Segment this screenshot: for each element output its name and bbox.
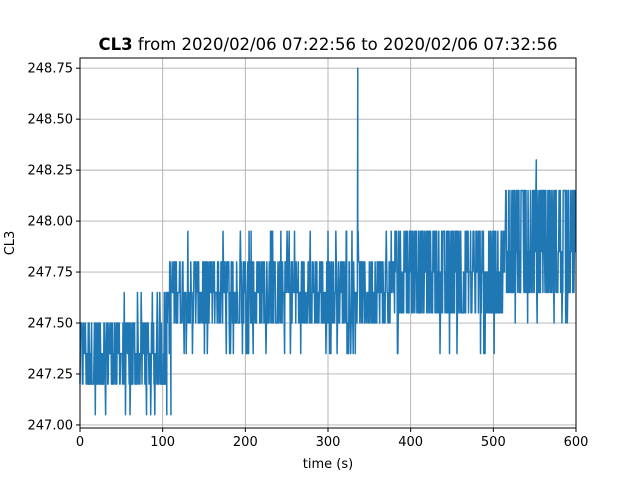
- y-tick-label: 248.50: [28, 113, 74, 128]
- y-axis-label: CL3: [3, 231, 18, 256]
- x-axis-label: time (s): [303, 457, 353, 472]
- plot-area: [79, 67, 577, 416]
- x-tick-label: 100: [150, 435, 175, 450]
- x-tick-label: 600: [564, 435, 589, 450]
- x-tick-label: 300: [316, 435, 341, 450]
- axis-ticks: 0 100 200 300 400 500 600 247.00 247.25 247.50 247…: [28, 62, 589, 450]
- y-tick-label: 247.25: [28, 367, 74, 382]
- y-tick-label: 248.75: [28, 62, 74, 77]
- y-tick-label: 247.75: [28, 266, 74, 281]
- series-line-0: [79, 67, 577, 416]
- y-tick-label: 247.00: [28, 418, 74, 433]
- y-tick-label: 248.25: [28, 164, 74, 179]
- y-tick-label: 248.00: [28, 215, 74, 230]
- chart-title: CL3 from 2020/02/06 07:22:56 to 2020/02/…: [99, 35, 558, 54]
- chart-title-rest: from 2020/02/06 07:22:56 to 2020/02/06 0…: [133, 35, 558, 54]
- x-tick-label: 400: [398, 435, 423, 450]
- x-tick-label: 200: [233, 435, 258, 450]
- x-tick-label: 500: [481, 435, 506, 450]
- chart-title-bold: CL3: [99, 35, 133, 54]
- y-tick-label: 247.50: [28, 317, 74, 332]
- x-tick-label: 0: [76, 435, 84, 450]
